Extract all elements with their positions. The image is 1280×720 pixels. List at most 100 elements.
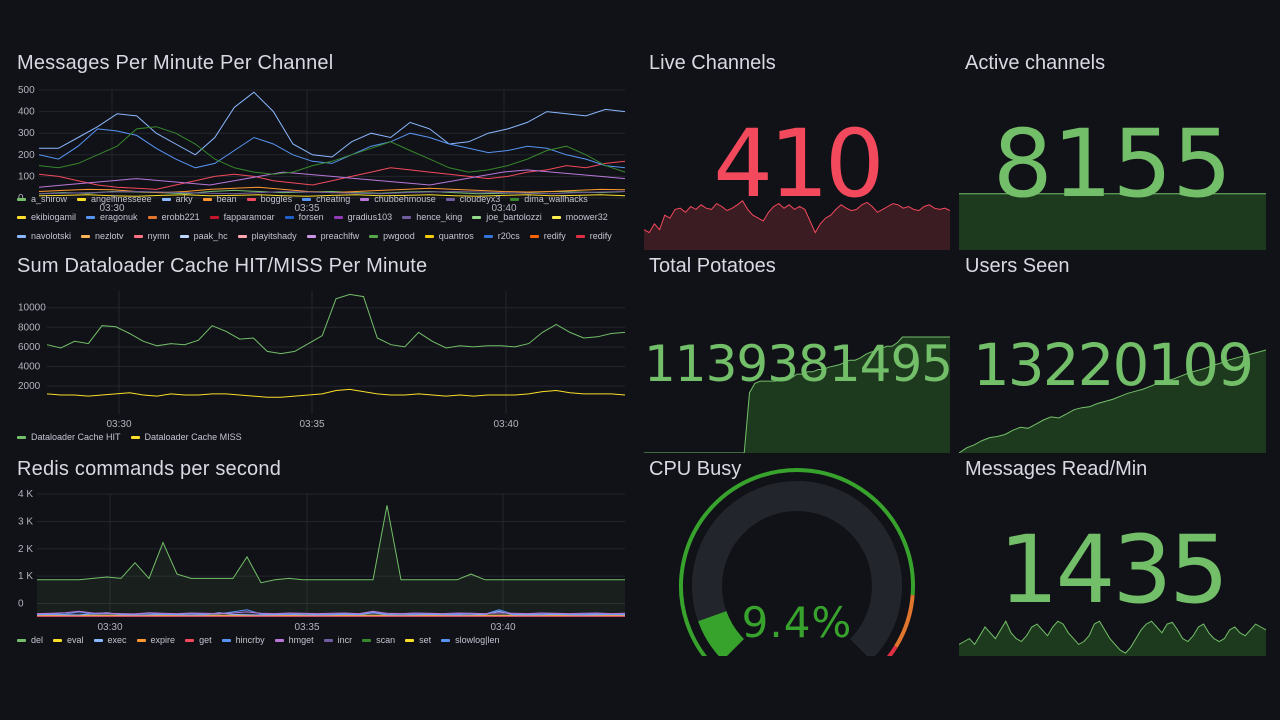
- legend-swatch: [17, 436, 26, 439]
- live-channels-panel[interactable]: Live Channels 410: [644, 52, 950, 250]
- legend-item[interactable]: hence_king: [402, 211, 462, 224]
- panel-title: Messages Per Minute Per Channel: [17, 52, 334, 74]
- x-tick-label: 03:30: [106, 419, 131, 430]
- legend-item[interactable]: boggles: [246, 193, 292, 206]
- legend-item[interactable]: pwgood: [369, 230, 415, 243]
- legend-item[interactable]: gradius103: [333, 211, 392, 224]
- dataloader-legend: Dataloader Cache HIT Dataloader Cache MIS…: [17, 432, 617, 443]
- legend-item[interactable]: dima_wallhacks: [510, 193, 588, 206]
- legend-item[interactable]: playitshady: [237, 230, 297, 243]
- legend-item[interactable]: a_shirow: [17, 193, 67, 206]
- series-line-chubbehmouse[interactable]: [38, 169, 626, 188]
- y-tick-label: 3 K: [18, 517, 33, 528]
- redis-commands-panel[interactable]: Redis commands per second 4 K 3 K 2 K 1 K 0 0…: [17, 458, 629, 650]
- panel-title: Live Channels: [649, 52, 776, 74]
- legend-item[interactable]: forsen: [284, 211, 324, 224]
- legend-item[interactable]: Dataloader Cache HIT: [17, 432, 121, 443]
- series-line-Dataloader Cache HIT[interactable]: [46, 293, 626, 355]
- legend-item[interactable]: Dataloader Cache MISS: [130, 432, 242, 443]
- legend-item[interactable]: eval: [53, 635, 84, 646]
- series-line-hmget[interactable]: [36, 610, 626, 615]
- legend-label: get: [199, 635, 212, 645]
- legend-item[interactable]: set: [405, 635, 431, 646]
- series-line-dima_wallhacks[interactable]: [38, 126, 626, 175]
- legend-item[interactable]: nymn: [133, 230, 170, 243]
- active-channels-panel[interactable]: Active channels 8155: [959, 52, 1266, 250]
- legend-label: playitshady: [251, 230, 297, 241]
- messages-read-value: 1435: [998, 516, 1229, 625]
- gauge-threshold-red: [886, 645, 898, 656]
- messages-read-sparkline: [959, 620, 1266, 656]
- legend-item[interactable]: paak_hc: [179, 230, 228, 243]
- sparkline-line: [644, 336, 950, 453]
- gauge-threshold-orange: [894, 594, 915, 648]
- y-tick-label: 4 K: [18, 490, 33, 500]
- legend-item[interactable]: quantros: [424, 230, 474, 243]
- legend-item[interactable]: joe_bartolozzi: [472, 211, 542, 224]
- series-line-Dataloader Cache MISS[interactable]: [46, 388, 626, 398]
- dataloader-line-chart[interactable]: 10000 8000 6000 4000 2000 03:30 03:35 03:40: [17, 287, 629, 432]
- messages-legend: a_shirow angelfinesseee arky bean boggles che…: [17, 193, 617, 243]
- legend-item[interactable]: cheating: [302, 193, 350, 206]
- legend-item[interactable]: erobb221: [147, 211, 200, 224]
- legend-swatch: [441, 639, 451, 642]
- legend-item[interactable]: eragonuk: [86, 211, 138, 224]
- x-tick-label: 03:35: [294, 203, 319, 214]
- legend-item[interactable]: nezlotv: [81, 230, 124, 243]
- legend-item[interactable]: bean: [202, 193, 237, 206]
- messages-per-minute-panel[interactable]: Messages Per Minute Per Channel 500 400 30…: [17, 52, 629, 244]
- legend-item[interactable]: scan: [362, 635, 395, 646]
- legend-item[interactable]: exec: [93, 635, 127, 646]
- legend-label: incr: [337, 635, 353, 645]
- series-line-cloudeyx3[interactable]: [38, 190, 626, 195]
- legend-item[interactable]: hincrby: [221, 635, 265, 646]
- legend-item[interactable]: angelfinesseee: [77, 193, 152, 206]
- legend-item[interactable]: chubbehmouse: [360, 193, 436, 206]
- total-potatoes-panel[interactable]: Total Potatoes 1139381495: [644, 255, 950, 453]
- legend-label: ekibiogamil: [31, 212, 77, 223]
- series-line-cheating[interactable]: [38, 128, 626, 169]
- legend-swatch: [551, 216, 561, 220]
- legend-swatch: [369, 234, 379, 238]
- legend-item[interactable]: redify: [529, 230, 566, 243]
- legend-item[interactable]: expire: [136, 635, 175, 646]
- legend-label: exec: [107, 635, 127, 645]
- legend-item[interactable]: r20cs: [483, 230, 520, 243]
- live-channels-value: 410: [713, 110, 884, 219]
- legend-item[interactable]: fapparamoar: [209, 211, 275, 224]
- legend-item[interactable]: hmget: [274, 635, 314, 646]
- series-line-exec[interactable]: [36, 610, 626, 616]
- legend-item[interactable]: del: [17, 635, 43, 646]
- legend-swatch: [575, 234, 585, 238]
- total-potatoes-sparkline: [644, 336, 950, 453]
- cpu-busy-panel[interactable]: CPU Busy 9.4%: [644, 458, 950, 656]
- redis-area-chart[interactable]: 4 K 3 K 2 K 1 K 0 03:30 03:35 03:40: [17, 490, 629, 635]
- legend-item[interactable]: cloudeyx3: [445, 193, 500, 206]
- legend-swatch: [202, 198, 212, 202]
- total-potatoes-value: 1139381495: [644, 335, 950, 393]
- series-line-del[interactable]: [37, 505, 625, 584]
- legend-item[interactable]: slowlog|len: [441, 635, 500, 646]
- legend-item[interactable]: get: [185, 635, 212, 646]
- users-seen-panel[interactable]: Users Seen 13220109: [959, 255, 1266, 453]
- messages-read-panel[interactable]: Messages Read/Min 1435: [959, 458, 1266, 656]
- y-tick-label: 300: [18, 128, 35, 139]
- legend-item[interactable]: arky: [161, 193, 193, 206]
- series-line-angelfinesseee[interactable]: [38, 194, 626, 197]
- series-line-boggles[interactable]: [38, 160, 626, 190]
- series-line-arky[interactable]: [39, 91, 626, 158]
- legend-item[interactable]: ekibiogamil: [17, 211, 76, 224]
- legend-item[interactable]: redify: [575, 230, 612, 243]
- legend-item[interactable]: preachlfw: [306, 230, 359, 243]
- legend-item[interactable]: moower32: [551, 211, 608, 224]
- y-tick-label: 4000: [18, 362, 41, 373]
- legend-swatch: [274, 639, 284, 642]
- legend-label: nezlotv: [95, 230, 124, 241]
- legend-item[interactable]: navolotski: [17, 230, 71, 243]
- legend-label: r20cs: [497, 230, 520, 241]
- dataloader-cache-panel[interactable]: Sum Dataloader Cache HIT/MISS Per Minute…: [17, 255, 629, 447]
- legend-label: slowlog|len: [455, 635, 500, 645]
- legend-item[interactable]: incr: [323, 635, 353, 646]
- legend-label: nymn: [147, 230, 170, 241]
